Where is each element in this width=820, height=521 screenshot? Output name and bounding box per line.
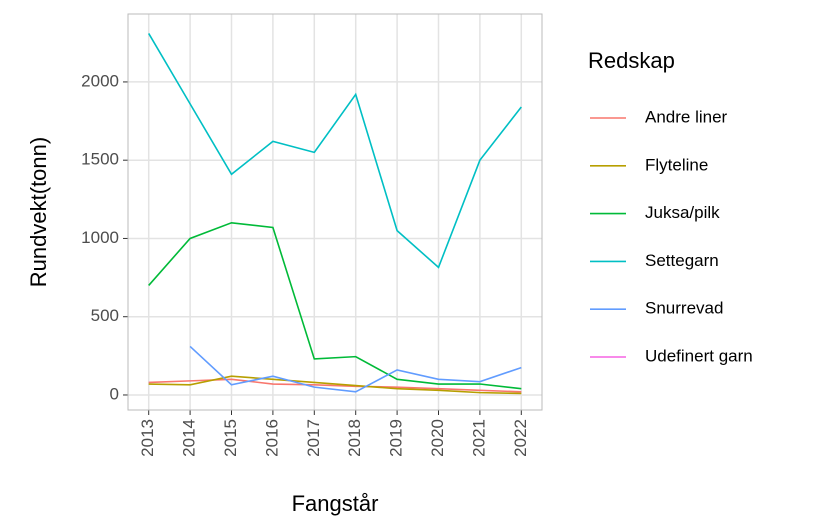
legend-title: Redskap: [588, 48, 675, 73]
x-tick-label: 2013: [138, 419, 157, 457]
legend-label: Flyteline: [645, 155, 708, 174]
legend-label: Juksa/pilk: [645, 203, 720, 222]
panel: [128, 14, 542, 410]
y-tick-label: 0: [110, 384, 119, 403]
series-line: [189, 345, 522, 393]
y-axis-label: Rundvekt(tonn): [26, 137, 51, 287]
x-tick-label: 2014: [180, 419, 199, 457]
y-tick-label: 1000: [81, 228, 119, 247]
x-tick-label: 2016: [262, 419, 281, 457]
x-tick-label: 2018: [345, 419, 364, 457]
y-tick-label: 1500: [81, 150, 119, 169]
x-tick-label: 2022: [511, 419, 530, 457]
x-tick-label: 2020: [428, 419, 447, 457]
y-tick-label: 500: [91, 306, 119, 325]
panel-border: [127, 13, 543, 411]
series-line: [148, 33, 522, 269]
legend-label: Udefinert garn: [645, 346, 753, 365]
x-tick-label: 2021: [469, 419, 488, 457]
x-tick-label: 2017: [304, 419, 323, 457]
legend-label: Snurrevad: [645, 299, 723, 318]
x-axis-label: Fangstår: [292, 491, 379, 516]
x-tick-label: 2019: [387, 419, 406, 457]
series-line: [148, 221, 522, 390]
y-tick-label: 2000: [81, 71, 119, 90]
series-line: [148, 375, 522, 395]
legend-label: Andre liner: [645, 107, 728, 126]
x-tick-label: 2015: [221, 419, 240, 457]
legend-label: Settegarn: [645, 251, 719, 270]
